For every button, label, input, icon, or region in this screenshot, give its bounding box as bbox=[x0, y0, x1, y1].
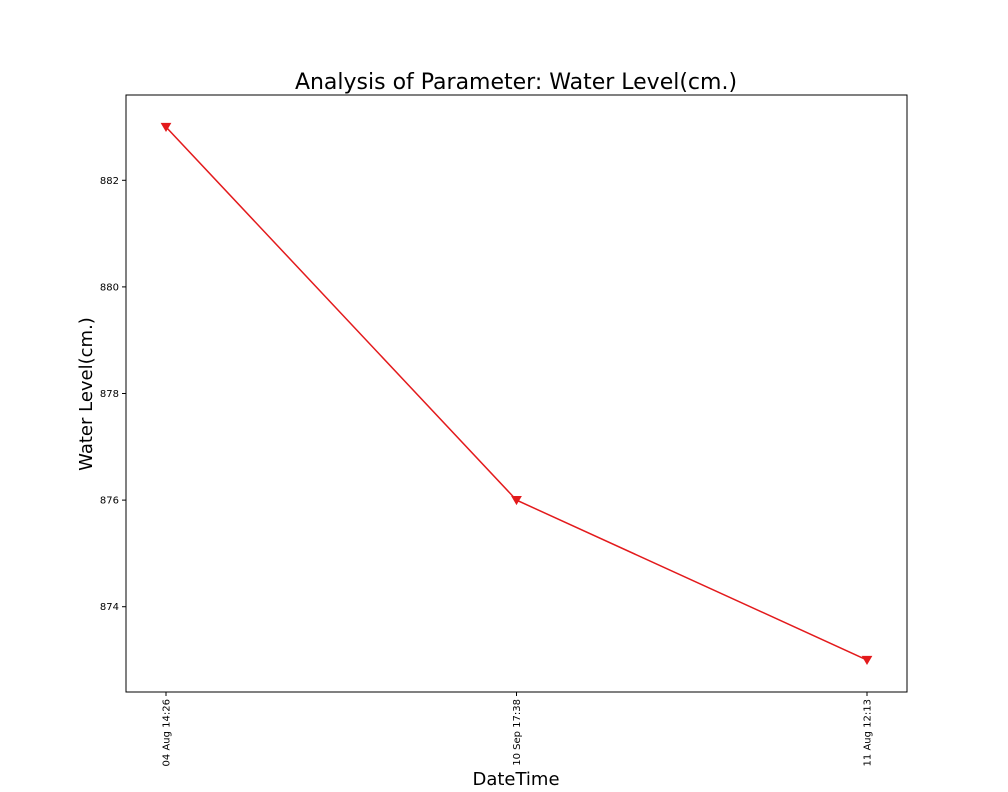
data-point-marker bbox=[511, 496, 522, 506]
y-tick-label: 880 bbox=[100, 282, 119, 293]
y-tick-label: 882 bbox=[100, 176, 119, 187]
y-tick-label: 874 bbox=[100, 602, 119, 613]
series-line bbox=[165, 126, 868, 661]
y-tick-label: 878 bbox=[100, 389, 119, 400]
data-point-marker bbox=[160, 122, 172, 133]
series-water-level bbox=[160, 122, 873, 666]
x-tick-label: 11 Aug 12:13 bbox=[863, 699, 874, 766]
x-tick-label: 04 Aug 14:26 bbox=[162, 699, 173, 766]
x-tick-label: 10 Sep 17:38 bbox=[512, 699, 523, 766]
data-point-marker bbox=[861, 655, 873, 666]
x-axis: 04 Aug 14:26 10 Sep 17:38 11 Aug 12:13 bbox=[162, 692, 874, 766]
plot-area bbox=[125, 94, 908, 693]
y-tick-label: 876 bbox=[100, 496, 119, 507]
chart-title: Analysis of Parameter: Water Level(cm.) bbox=[295, 70, 737, 95]
x-axis-label: DateTime bbox=[472, 769, 559, 790]
y-axis-label: Water Level(cm.) bbox=[76, 317, 97, 471]
y-axis: 874 876 878 880 882 bbox=[100, 176, 126, 613]
